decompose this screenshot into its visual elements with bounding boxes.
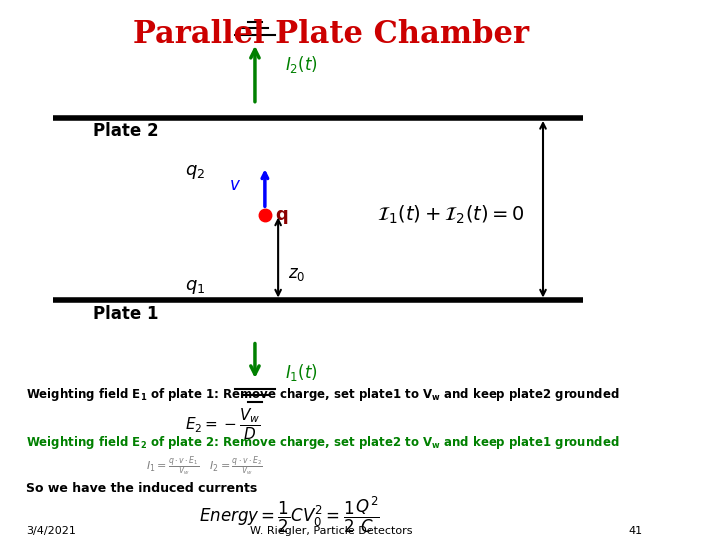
Text: $E_2 = -\dfrac{V_w}{D}$: $E_2 = -\dfrac{V_w}{D}$	[186, 406, 261, 442]
Text: $\mathit{Energy} = \dfrac{1}{2}CV_0^2 = \dfrac{1}{2}\dfrac{Q^2}{C}$: $\mathit{Energy} = \dfrac{1}{2}CV_0^2 = …	[199, 495, 379, 535]
Text: Plate 1: Plate 1	[93, 305, 158, 323]
Text: Weighting field $\mathbf{E_2}$ of plate 2: Remove charge, set plate2 to $\mathbf: Weighting field $\mathbf{E_2}$ of plate …	[27, 434, 620, 451]
Text: $I_1 = \frac{q \cdot v \cdot E_1}{V_w}$   $I_2 = \frac{q \cdot v \cdot E_2}{V_w}: $I_1 = \frac{q \cdot v \cdot E_1}{V_w}$ …	[145, 455, 262, 479]
Text: $\bf{q}$: $\bf{q}$	[275, 208, 288, 226]
Text: $q_1$: $q_1$	[186, 278, 206, 296]
Text: $v$: $v$	[229, 176, 241, 194]
Text: $q_2$: $q_2$	[186, 163, 206, 181]
Text: 3/4/2021: 3/4/2021	[27, 526, 76, 536]
Text: W. Riegler, Particle Detectors: W. Riegler, Particle Detectors	[250, 526, 413, 536]
Text: $z_0$: $z_0$	[288, 265, 305, 282]
Text: Plate 2: Plate 2	[93, 123, 158, 140]
Text: $I_1(t)$: $I_1(t)$	[284, 362, 318, 383]
Text: $I_2(t)$: $I_2(t)$	[284, 54, 318, 75]
Text: Parallel Plate Chamber: Parallel Plate Chamber	[133, 19, 529, 50]
Text: 41: 41	[629, 526, 642, 536]
Text: Weighting field $\mathbf{E_1}$ of plate 1: Remove charge, set plate1 to $\mathbf: Weighting field $\mathbf{E_1}$ of plate …	[27, 386, 620, 403]
Text: So we have the induced currents: So we have the induced currents	[27, 482, 258, 495]
Text: $\mathcal{I}_1(t) + \mathcal{I}_2(t) = 0$: $\mathcal{I}_1(t) + \mathcal{I}_2(t) = 0…	[377, 204, 526, 226]
